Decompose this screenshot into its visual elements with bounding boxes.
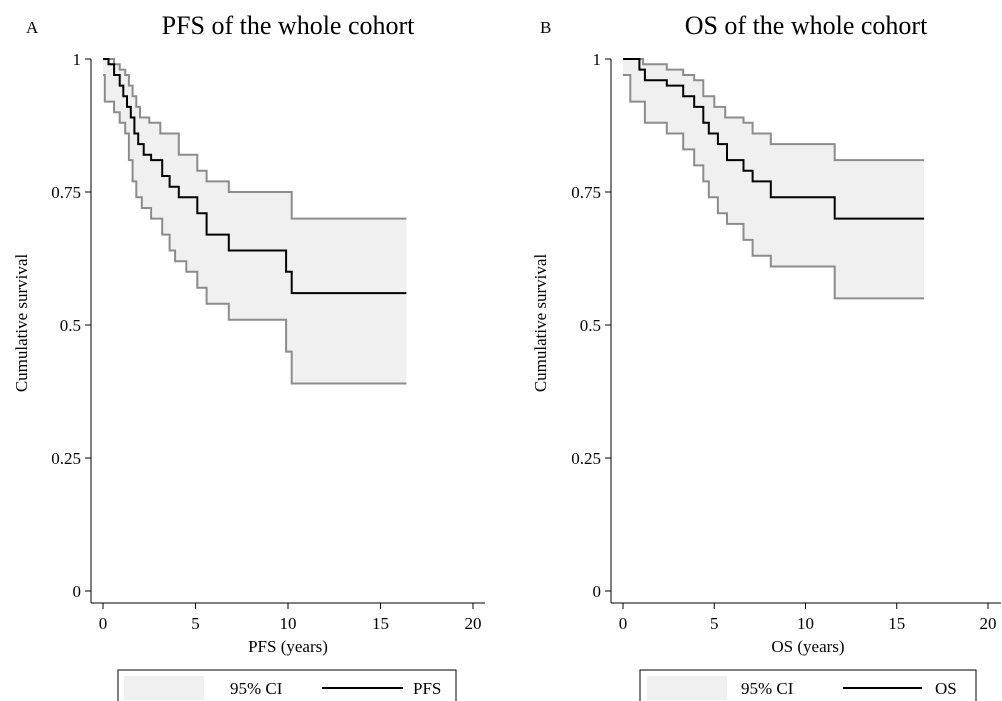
x-tick-label: 0 — [619, 614, 628, 633]
panel-b: B OS of the whole cohort Cumulative surv… — [531, 11, 1001, 701]
y-tick-label: 0.5 — [580, 316, 601, 335]
y-tick-label: 0.25 — [571, 449, 601, 468]
y-tick-label: 1 — [593, 50, 602, 69]
y-tick-label: 0.25 — [51, 449, 81, 468]
x-tick-label: 20 — [980, 614, 997, 633]
legend-estimate-label: OS — [935, 679, 957, 698]
ci-lower-line — [103, 74, 407, 385]
legend-estimate-label: PFS — [413, 679, 441, 698]
chart-title: OS of the whole cohort — [685, 11, 928, 40]
legend-ci-label: 95% CI — [230, 679, 283, 698]
y-axis-label: Cumulative survival — [531, 254, 550, 393]
y-tick-label: 0 — [73, 582, 82, 601]
x-tick-label: 5 — [710, 614, 719, 633]
chart-title: PFS of the whole cohort — [162, 11, 416, 40]
panel-letter: B — [540, 18, 551, 37]
panel-letter: A — [26, 18, 39, 37]
x-tick-label: 10 — [797, 614, 814, 633]
panel-a: A PFS of the whole cohort Cumulative sur… — [12, 11, 485, 701]
legend: 95% CI OS — [639, 669, 977, 701]
legend-ci-swatch — [124, 676, 204, 700]
y-tick-label: 0 — [593, 582, 602, 601]
legend-ci-swatch — [647, 676, 727, 700]
survival-line — [103, 58, 407, 295]
survival-line — [623, 58, 925, 220]
legend: 95% CI PFS — [117, 669, 457, 701]
x-tick-label: 15 — [888, 614, 905, 633]
y-tick-label: 0.75 — [51, 183, 81, 202]
y-tick-label: 1 — [73, 50, 82, 69]
x-tick-label: 15 — [372, 614, 389, 633]
ci-upper-line — [623, 58, 925, 162]
x-tick-label: 20 — [465, 614, 482, 633]
x-tick-label: 5 — [191, 614, 200, 633]
y-tick-label: 0.75 — [571, 183, 601, 202]
x-axis-label: OS (years) — [771, 637, 844, 656]
y-tick-label: 0.5 — [60, 316, 81, 335]
x-tick-label: 0 — [99, 614, 108, 633]
ci-band — [623, 59, 925, 299]
ci-upper-line — [103, 58, 407, 220]
x-axis-label: PFS (years) — [248, 637, 328, 656]
legend-ci-label: 95% CI — [741, 679, 794, 698]
x-tick-label: 10 — [280, 614, 297, 633]
ci-lower-line — [623, 74, 925, 300]
ci-band — [103, 59, 407, 384]
y-axis-label: Cumulative survival — [12, 254, 31, 393]
